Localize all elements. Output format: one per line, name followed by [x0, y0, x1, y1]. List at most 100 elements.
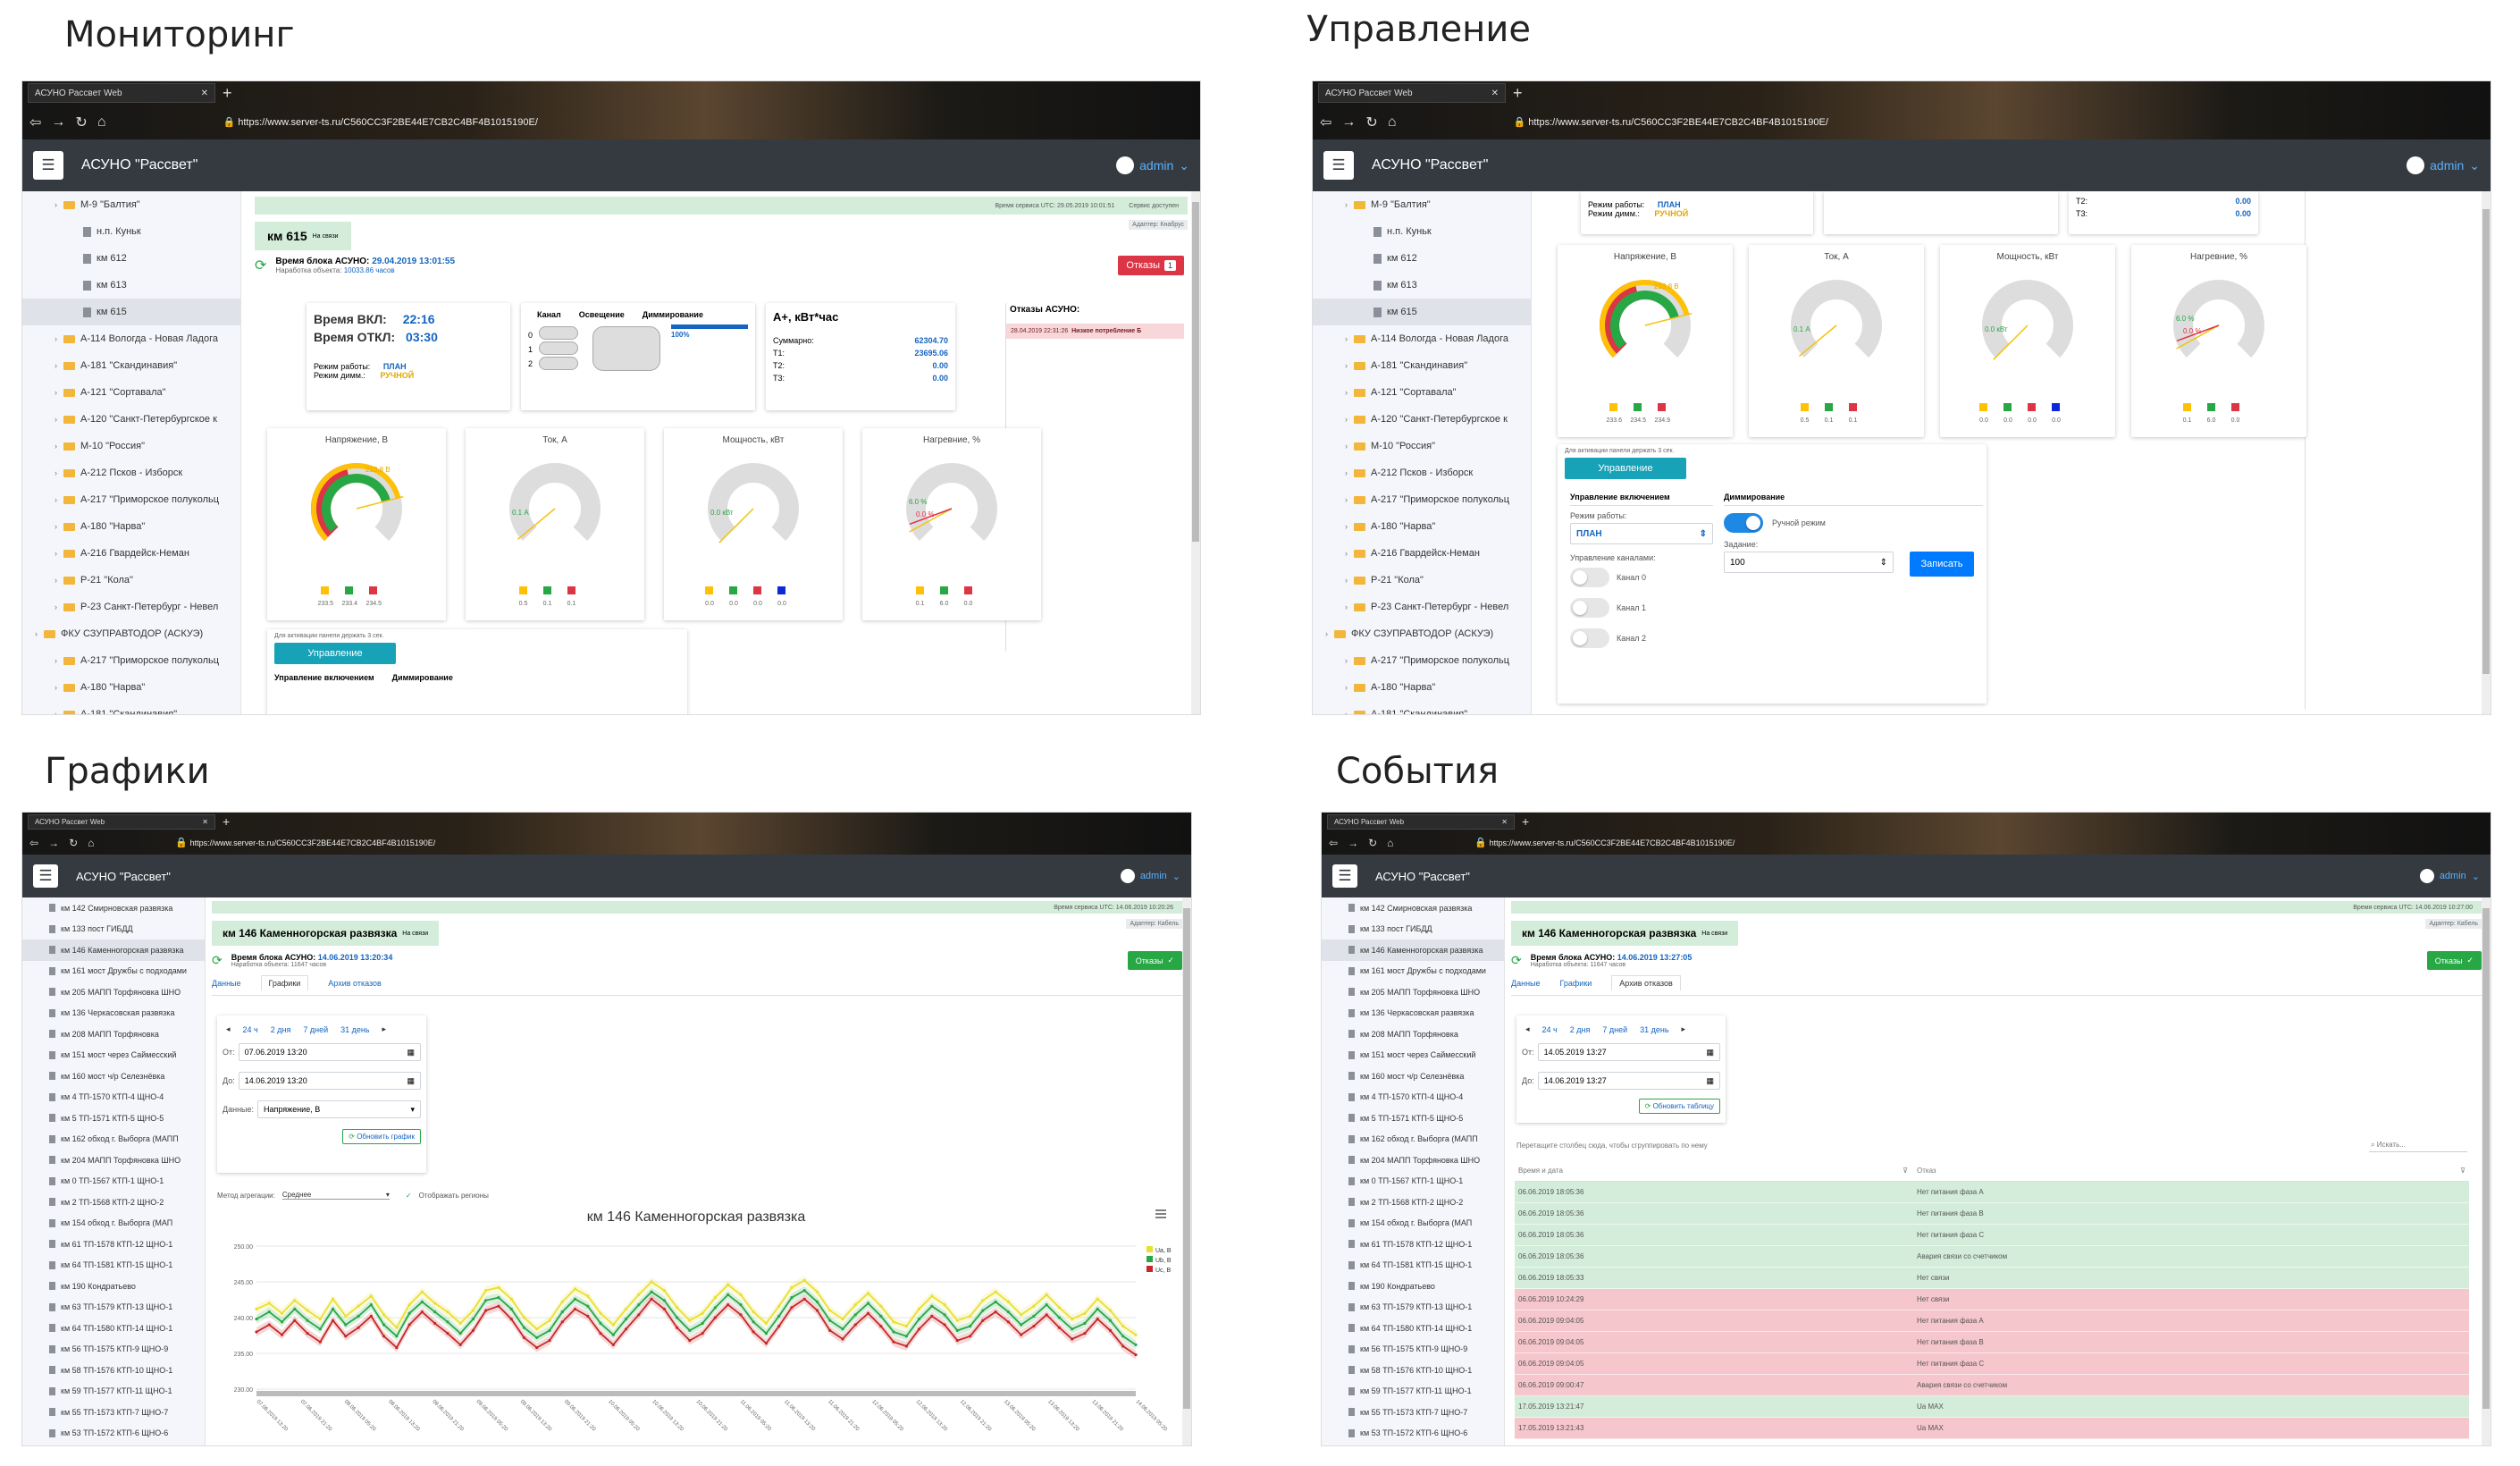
- spinner-icon[interactable]: ⇕: [1879, 557, 1887, 568]
- page-scrollbar[interactable]: [2482, 897, 2491, 1445]
- chart-menu-icon[interactable]: [1155, 1209, 1166, 1218]
- close-icon[interactable]: ✕: [202, 817, 208, 826]
- reload-icon[interactable]: ↻: [1368, 836, 1378, 849]
- tree-item[interactable]: › А-181 "Скандинавия": [1313, 701, 1531, 714]
- next-icon[interactable]: ▸: [1681, 1024, 1686, 1033]
- tree-item[interactable]: км 612: [22, 245, 240, 272]
- tree-item[interactable]: › Р-21 "Кола": [22, 567, 240, 594]
- table-row[interactable]: 06.06.2019 09:00:47 Авария связи со счетч…: [1515, 1375, 2469, 1396]
- tree-item[interactable]: › ФКУ СЗУПРАВТОДОР (АСКУЭ): [22, 620, 240, 647]
- legend-entry[interactable]: Ua, В: [1147, 1246, 1172, 1254]
- calendar-icon[interactable]: ▦: [1706, 1075, 1714, 1085]
- tree-item[interactable]: › А-181 "Скандинавия": [22, 352, 240, 379]
- range-button[interactable]: 24 ч: [242, 1024, 258, 1034]
- list-item[interactable]: км 146 Каменногорская развязка: [1322, 939, 1504, 961]
- tree-item[interactable]: › ФКУ СЗУПРАВТОДОР (АСКУЭ): [1313, 620, 1531, 647]
- range-button[interactable]: 24 ч: [1541, 1024, 1558, 1034]
- calendar-icon[interactable]: ▦: [1706, 1047, 1714, 1057]
- list-item[interactable]: км 142 Смирновская развязка: [22, 897, 205, 919]
- to-input[interactable]: 14.06.2019 13:20 ▦: [238, 1072, 421, 1090]
- forward-icon[interactable]: →: [1341, 114, 1357, 130]
- channel-1-toggle[interactable]: [1570, 598, 1609, 618]
- list-item[interactable]: км 64 ТП-1581 КТП-15 ЩНО-1: [22, 1255, 205, 1276]
- range-button[interactable]: 2 дня: [1569, 1024, 1591, 1034]
- tree-item[interactable]: › А-120 "Санкт-Петербургское к: [22, 406, 240, 433]
- tree-item[interactable]: › А-121 "Сортавала": [22, 379, 240, 406]
- tree-item[interactable]: › А-121 "Сортавала": [1313, 379, 1531, 406]
- tree-item[interactable]: › А-212 Псков - Изборск: [1313, 459, 1531, 486]
- aggregation-select[interactable]: Среднее ▾: [281, 1191, 390, 1200]
- list-item[interactable]: км 55 ТП-1573 КТП-7 ЩНО-7: [22, 1402, 205, 1423]
- regions-checkbox[interactable]: ✓: [405, 1191, 412, 1200]
- channel-2-toggle[interactable]: [1570, 628, 1609, 648]
- list-item[interactable]: км 160 мост ч/р Селезнёвка: [22, 1066, 205, 1087]
- refresh-table-button[interactable]: ⟳ Обновить таблицу: [1638, 1099, 1720, 1114]
- table-row[interactable]: 06.06.2019 09:04:05 Нет питания фаза A: [1515, 1310, 2469, 1332]
- tree-item[interactable]: › А-120 "Санкт-Петербургское к: [1313, 406, 1531, 433]
- tree-item[interactable]: км 613: [1313, 272, 1531, 299]
- list-item[interactable]: км 58 ТП-1576 КТП-10 ЩНО-1: [22, 1360, 205, 1381]
- calendar-icon[interactable]: ▦: [407, 1047, 415, 1057]
- list-item[interactable]: км 161 мост Дружбы с подходами: [1322, 961, 1504, 982]
- page-scrollbar[interactable]: [1191, 191, 1200, 714]
- tree-item[interactable]: › А-217 "Приморское полукольц: [1313, 647, 1531, 674]
- faults-button[interactable]: Отказы ✓: [2426, 951, 2482, 970]
- col-time-header[interactable]: Время и дата ⊽: [1515, 1167, 1917, 1175]
- list-item[interactable]: км 208 МАПП Торфяновка: [1322, 1024, 1504, 1045]
- new-tab-icon[interactable]: +: [1522, 814, 1530, 829]
- range-button[interactable]: 7 дней: [303, 1024, 329, 1034]
- table-row[interactable]: 17.05.2019 13:21:43 Ua MAX: [1515, 1418, 2469, 1439]
- home-icon[interactable]: ⌂: [1387, 114, 1397, 130]
- page-scrollbar[interactable]: [1182, 897, 1191, 1445]
- table-row[interactable]: 06.06.2019 18:05:36 Нет питания фаза C: [1515, 1225, 2469, 1246]
- close-icon[interactable]: ✕: [1491, 88, 1499, 98]
- address-bar[interactable]: 🔒 https://www.server-ts.ru/C560CC3F2BE44…: [175, 837, 435, 848]
- next-icon[interactable]: ▸: [382, 1024, 387, 1033]
- range-button[interactable]: 2 дня: [270, 1024, 291, 1034]
- channel-0-toggle[interactable]: [1570, 568, 1609, 587]
- control-button[interactable]: Управление: [274, 643, 396, 664]
- table-row[interactable]: 06.06.2019 18:05:36 Нет питания фаза B: [1515, 1203, 2469, 1225]
- list-item[interactable]: км 204 МАПП Торфяновка ШНО: [1322, 1150, 1504, 1171]
- tree-item[interactable]: › М-10 "Россия": [1313, 433, 1531, 459]
- table-row[interactable]: 06.06.2019 09:04:05 Нет питания фаза B: [1515, 1332, 2469, 1353]
- search-input[interactable]: ⌕ Искать...: [2369, 1139, 2467, 1152]
- browser-tab[interactable]: АСУНО Рассвет Web ✕: [1327, 813, 1515, 830]
- browser-tab[interactable]: АСУНО Рассвет Web ✕: [28, 83, 215, 103]
- filter-icon[interactable]: ⊽: [2460, 1167, 2465, 1175]
- list-item[interactable]: км 190 Кондратьево: [22, 1276, 205, 1297]
- tree-item[interactable]: км 615: [1313, 299, 1531, 325]
- table-row[interactable]: 17.05.2019 13:21:47 Ua MAX: [1515, 1396, 2469, 1418]
- list-item[interactable]: км 61 ТП-1578 КТП-12 ЩНО-1: [22, 1234, 205, 1255]
- tab-2[interactable]: Архив отказов: [1611, 975, 1681, 990]
- from-input[interactable]: 14.05.2019 13:27 ▦: [1537, 1043, 1720, 1061]
- list-item[interactable]: км 53 ТП-1572 КТП-6 ЩНО-6: [1322, 1423, 1504, 1445]
- list-item[interactable]: км 59 ТП-1577 КТП-11 ЩНО-1: [1322, 1381, 1504, 1403]
- tree-item[interactable]: › А-216 Гвардейск-Неман: [22, 540, 240, 567]
- list-item[interactable]: км 208 МАПП Торфяновка: [22, 1024, 205, 1045]
- list-item[interactable]: км 2 ТП-1568 КТП-2 ЩНО-2: [1322, 1192, 1504, 1213]
- close-icon[interactable]: ✕: [1501, 817, 1508, 826]
- list-item[interactable]: км 5 ТП-1571 КТП-5 ЩНО-5: [22, 1108, 205, 1129]
- new-tab-icon[interactable]: +: [223, 814, 231, 829]
- list-item[interactable]: км 5 ТП-1571 КТП-5 ЩНО-5: [1322, 1108, 1504, 1129]
- table-row[interactable]: 06.06.2019 10:24:29 Нет связи: [1515, 1289, 2469, 1310]
- home-icon[interactable]: ⌂: [1387, 836, 1394, 849]
- home-icon[interactable]: ⌂: [88, 836, 95, 849]
- tree-item[interactable]: › А-212 Псков - Изборск: [22, 459, 240, 486]
- mode-select[interactable]: ПЛАН ⇕: [1570, 523, 1713, 544]
- close-icon[interactable]: ✕: [200, 88, 208, 98]
- address-bar[interactable]: 🔒 https://www.server-ts.ru/C560CC3F2BE44…: [1474, 837, 1735, 848]
- list-item[interactable]: км 133 пост ГИБДД: [22, 919, 205, 940]
- col-fault-header[interactable]: Отказ ⊽: [1917, 1167, 2469, 1175]
- tree-item[interactable]: › Р-21 "Кола": [1313, 567, 1531, 594]
- list-item[interactable]: км 151 мост через Саймесский: [22, 1045, 205, 1066]
- table-row[interactable]: 06.06.2019 18:05:33 Нет связи: [1515, 1268, 2469, 1289]
- list-item[interactable]: км 64 ТП-1580 КТП-14 ЩНО-1: [1322, 1318, 1504, 1339]
- list-item[interactable]: км 4 ТП-1570 КТП-4 ЩНО-4: [22, 1087, 205, 1108]
- list-item[interactable]: км 136 Черкасовская развязка: [22, 1003, 205, 1024]
- range-button[interactable]: 31 день: [340, 1024, 370, 1034]
- list-item[interactable]: км 154 обход г. Выборга (МАП: [22, 1213, 205, 1234]
- list-item[interactable]: км 4 ТП-1570 КТП-4 ЩНО-4: [1322, 1087, 1504, 1108]
- menu-icon[interactable]: ☰: [1332, 864, 1357, 888]
